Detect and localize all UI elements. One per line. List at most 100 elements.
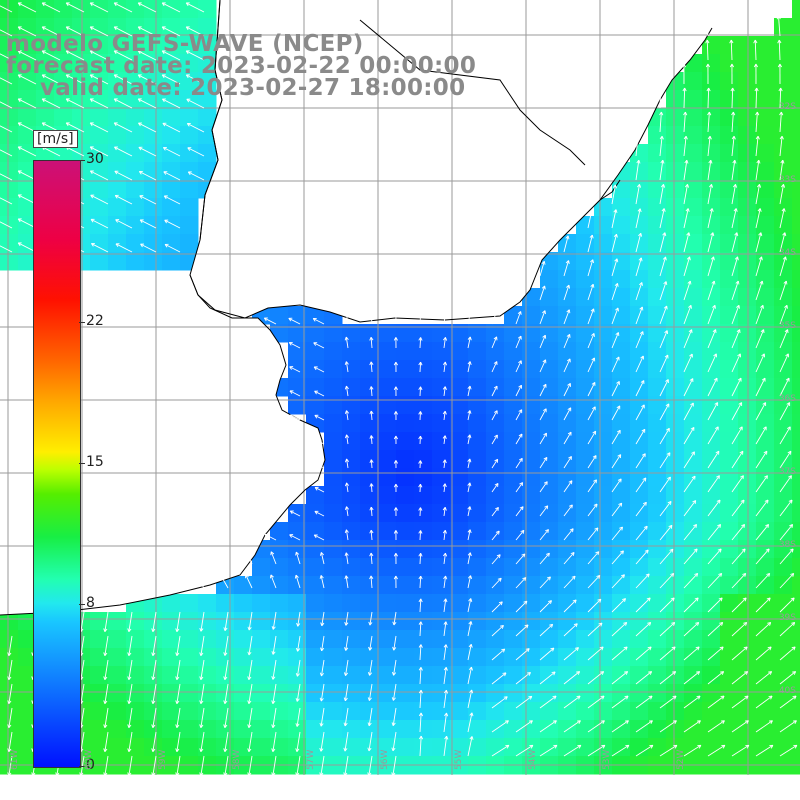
wind-speed-cell — [648, 378, 667, 397]
wind-arrow — [707, 720, 725, 733]
wind-speed-cell — [504, 594, 523, 613]
wind-arrow — [467, 361, 472, 373]
wind-arrow — [539, 383, 547, 397]
wind-arrow — [563, 382, 571, 397]
wind-arrow — [587, 357, 596, 373]
wind-speed-cell — [234, 738, 253, 757]
wind-speed-cell — [774, 666, 793, 685]
wind-speed-cell — [792, 288, 800, 307]
wind-arrow — [587, 406, 596, 421]
wind-arrow — [563, 504, 573, 517]
wind-speed-cell — [90, 18, 109, 37]
wind-arrow — [418, 712, 424, 733]
wind-arrow — [418, 460, 423, 469]
wind-arrow — [393, 552, 398, 565]
wind-arrow — [635, 720, 653, 733]
wind-arrow — [127, 635, 133, 657]
wind-arrow — [161, 74, 181, 85]
wind-arrow — [245, 551, 253, 565]
wind-arrow — [659, 572, 675, 589]
wind-arrow — [755, 159, 761, 181]
wind-arrow — [368, 611, 373, 626]
wind-speed-cell — [270, 684, 289, 703]
wind-arrow — [162, 98, 181, 109]
wind-speed-cell — [288, 648, 307, 667]
wind-speed-cell — [90, 144, 109, 163]
wind-arrow — [418, 312, 423, 325]
wind-arrow — [755, 377, 766, 397]
wind-speed-cell — [144, 72, 163, 91]
wind-arrow — [0, 125, 13, 133]
wind-arrow — [587, 622, 603, 637]
wind-speed-cell — [180, 234, 199, 253]
wind-speed-cell — [468, 414, 487, 433]
wind-speed-cell — [666, 432, 685, 451]
wind-speed-cell — [432, 612, 451, 631]
wind-arrow — [491, 385, 498, 397]
wind-arrow — [393, 575, 398, 589]
wind-speed-cell — [468, 450, 487, 469]
wind-arrow — [587, 646, 604, 661]
wind-speed-cell — [396, 684, 415, 703]
wind-arrow — [755, 744, 774, 757]
wind-speed-cell — [324, 468, 343, 487]
wind-arrow — [563, 260, 570, 277]
wind-arrow — [247, 683, 253, 705]
wind-arrow — [755, 111, 760, 133]
wind-speed-cell — [324, 648, 343, 667]
wind-arrow — [442, 361, 448, 373]
wind-arrow — [367, 659, 373, 676]
wind-speed-cell — [792, 396, 800, 415]
wind-speed-cell — [558, 486, 577, 505]
wind-speed-cell — [486, 612, 505, 631]
wind-arrow — [611, 405, 621, 421]
wind-arrow — [139, 219, 157, 229]
wind-arrow — [393, 460, 399, 469]
wind-arrow — [113, 50, 133, 61]
wind-arrow — [707, 621, 724, 637]
wind-arrow — [65, 2, 85, 13]
wind-arrow — [659, 281, 668, 301]
wind-speed-cell — [144, 162, 163, 181]
wind-speed-cell — [90, 630, 109, 649]
wind-speed-cell — [126, 684, 145, 703]
wind-speed-cell — [126, 720, 145, 739]
wind-speed-cell — [720, 558, 739, 577]
wind-speed-cell — [630, 594, 649, 613]
wind-arrow — [563, 284, 571, 301]
wind-speed-cell — [198, 72, 217, 91]
wind-speed-cell — [486, 432, 505, 451]
wind-arrow — [271, 755, 277, 777]
wind-speed-cell — [450, 342, 469, 361]
wind-arrow — [367, 683, 373, 701]
wind-speed-cell — [144, 630, 163, 649]
wind-speed-cell — [342, 342, 361, 361]
wind-arrow — [683, 524, 698, 541]
wind-arrow — [369, 312, 374, 325]
wind-arrow — [683, 184, 690, 205]
wind-speed-cell — [126, 0, 145, 19]
wind-speed-cell — [198, 36, 217, 55]
wind-speed-cell — [18, 630, 37, 649]
wind-arrow — [731, 111, 736, 133]
wind-speed-cell — [18, 126, 37, 145]
wind-arrow — [515, 553, 526, 565]
wind-speed-cell — [684, 702, 703, 721]
wind-speed-cell — [630, 252, 649, 271]
wind-speed-cell — [306, 396, 325, 415]
wind-speed-cell — [558, 702, 577, 721]
wind-speed-cell — [630, 486, 649, 505]
wind-speed-cell — [630, 558, 649, 577]
wind-arrow — [635, 232, 643, 253]
map-title-forecast-date: forecast date: 2023-02-22 00:00:00 — [6, 53, 477, 79]
wind-arrow — [391, 659, 397, 676]
wind-speed-cell — [504, 666, 523, 685]
wind-speed-cell — [162, 594, 181, 613]
wind-arrow — [707, 426, 719, 445]
wind-speed-cell — [360, 720, 379, 739]
wind-speed-cell — [108, 234, 127, 253]
wind-speed-cell — [504, 504, 523, 523]
wind-speed-cell — [720, 432, 739, 451]
wind-arrow — [704, 15, 709, 37]
wind-arrow — [659, 427, 670, 445]
